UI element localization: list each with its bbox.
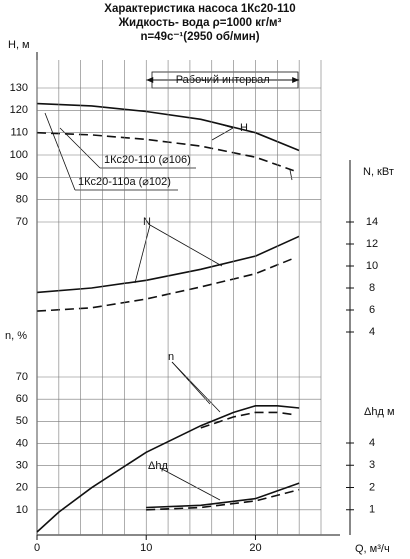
curve — [200, 411, 294, 429]
title: Характеристика насоса 1Кс20-110 — [104, 3, 295, 15]
curve-label: n — [168, 351, 174, 363]
y-tick-label: 4 — [369, 326, 375, 338]
curve — [36, 102, 300, 152]
y-tick-label: 80 — [16, 194, 28, 206]
series-label: 1Кс20-110 (⌀106) — [104, 154, 191, 166]
x-axis-label: Q, м³/ч — [355, 543, 390, 555]
x-tick-label: 0 — [34, 542, 40, 554]
y-tick-label: 4 — [369, 437, 375, 449]
y-axis-label: N, кВт — [363, 166, 394, 178]
y-tick-label: 50 — [16, 415, 28, 427]
curve-label: H — [240, 122, 248, 134]
y-tick-label: 120 — [10, 104, 28, 116]
y-tick-label: 12 — [366, 238, 378, 250]
y-tick-label: 100 — [10, 149, 28, 161]
y-tick-label: 90 — [16, 171, 28, 183]
subtitle: Жидкость- вода ρ=1000 кг/м³ — [118, 17, 282, 29]
curve — [36, 257, 294, 312]
curve — [146, 482, 300, 509]
x-tick-label: 10 — [140, 542, 152, 554]
y-tick-label: 110 — [10, 127, 28, 139]
y-tick-label: 20 — [16, 482, 28, 494]
y-tick-label: 30 — [16, 459, 28, 471]
curve — [36, 404, 300, 533]
curve — [146, 488, 300, 511]
y-tick-label: 130 — [10, 82, 28, 94]
y-tick-label: 40 — [16, 437, 28, 449]
curve-label: Δhд — [148, 460, 168, 472]
y-tick-label: 2 — [369, 481, 375, 493]
y-axis-label: n, % — [5, 330, 27, 342]
y-tick-label: 70 — [16, 371, 28, 383]
curve — [36, 131, 294, 172]
y-tick-label: 70 — [16, 216, 28, 228]
y-tick-label: 60 — [16, 393, 28, 405]
x-tick-label: 20 — [249, 542, 261, 554]
y-tick-label: 3 — [369, 459, 375, 471]
y-axis-label: H, м — [8, 39, 30, 51]
y-tick-label: 8 — [369, 282, 375, 294]
y-tick-label: 10 — [366, 260, 378, 272]
y-tick-label: 6 — [369, 304, 375, 316]
y-tick-label: 10 — [16, 504, 28, 516]
y-axis-label: Δhд м — [364, 406, 395, 418]
work-label: Рабочий интервал — [176, 74, 270, 86]
y-tick-label: 1 — [369, 504, 375, 516]
subtitle: n=49с⁻¹(2950 об/мин) — [140, 31, 259, 43]
curve-label: N — [143, 216, 151, 228]
curve — [36, 235, 300, 294]
y-tick-label: 14 — [366, 216, 378, 228]
series-label: 1Кс20-110а (⌀102) — [78, 176, 171, 188]
